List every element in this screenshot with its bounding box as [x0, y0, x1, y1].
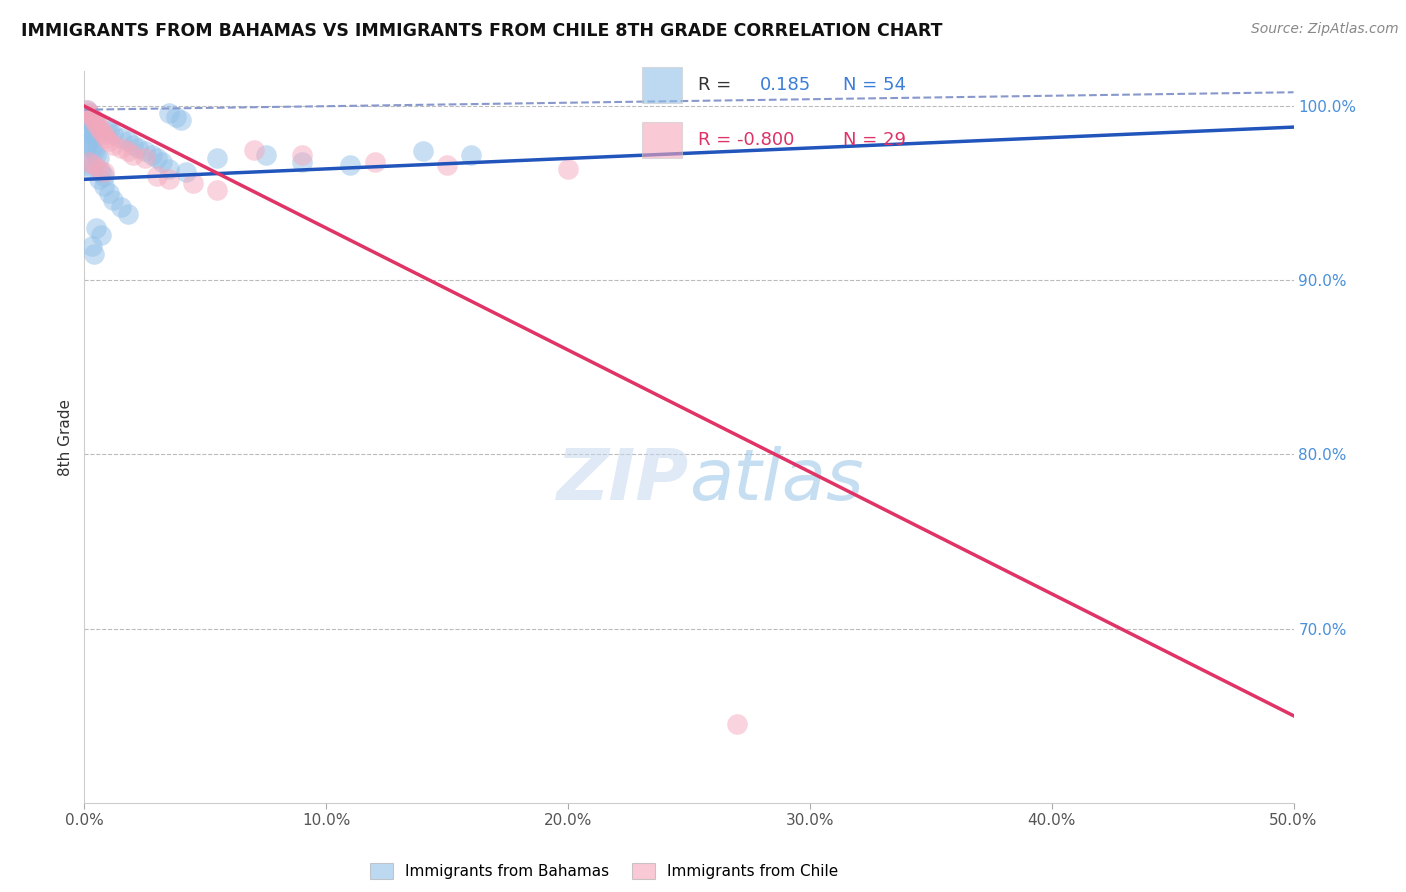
- Point: [80, 127, 103, 141]
- Point: [76, 137, 98, 152]
- Point: [76, 103, 98, 117]
- Point: [165, 110, 187, 124]
- Point: [117, 207, 139, 221]
- Point: [291, 155, 314, 169]
- Y-axis label: 8th Grade: 8th Grade: [58, 399, 73, 475]
- Point: [77, 155, 100, 169]
- Point: [170, 113, 193, 128]
- Point: [157, 172, 180, 186]
- Point: [110, 130, 132, 145]
- Point: [103, 127, 125, 141]
- Point: [110, 200, 132, 214]
- Point: [97, 186, 120, 201]
- FancyBboxPatch shape: [643, 68, 682, 103]
- Point: [436, 158, 458, 172]
- Text: atlas: atlas: [689, 447, 863, 516]
- Point: [80, 161, 103, 176]
- Point: [83, 145, 105, 159]
- Point: [90, 123, 112, 137]
- Point: [121, 137, 143, 152]
- Point: [254, 148, 277, 162]
- Point: [80, 141, 103, 155]
- Point: [242, 143, 264, 157]
- Point: [86, 148, 108, 162]
- Text: IMMIGRANTS FROM BAHAMAS VS IMMIGRANTS FROM CHILE 8TH GRADE CORRELATION CHART: IMMIGRANTS FROM BAHAMAS VS IMMIGRANTS FR…: [21, 22, 942, 40]
- Text: R =: R =: [697, 76, 731, 94]
- Point: [77, 134, 100, 148]
- Text: ZIP: ZIP: [557, 447, 689, 516]
- Point: [87, 120, 110, 134]
- Legend: Immigrants from Bahamas, Immigrants from Chile: Immigrants from Bahamas, Immigrants from…: [370, 863, 838, 880]
- Point: [117, 145, 139, 159]
- Point: [83, 158, 105, 172]
- Point: [80, 117, 103, 131]
- Point: [146, 169, 169, 183]
- Point: [80, 238, 103, 252]
- Point: [77, 106, 100, 120]
- Point: [110, 141, 132, 155]
- Point: [76, 158, 98, 172]
- Point: [93, 127, 115, 141]
- Point: [77, 113, 100, 128]
- Point: [87, 152, 110, 166]
- Point: [291, 148, 314, 162]
- Point: [90, 228, 112, 243]
- Text: Source: ZipAtlas.com: Source: ZipAtlas.com: [1251, 22, 1399, 37]
- Point: [117, 134, 139, 148]
- Point: [141, 148, 163, 162]
- Point: [90, 165, 112, 179]
- Point: [460, 148, 482, 162]
- Point: [77, 155, 100, 169]
- Point: [77, 123, 100, 137]
- Point: [339, 158, 361, 172]
- Text: N = 29: N = 29: [844, 131, 905, 150]
- Point: [83, 113, 105, 128]
- Point: [76, 120, 98, 134]
- Point: [86, 221, 108, 235]
- Point: [127, 141, 149, 155]
- Point: [557, 161, 579, 176]
- Point: [76, 103, 98, 117]
- Point: [93, 179, 115, 194]
- Point: [181, 176, 204, 190]
- Text: 0.185: 0.185: [759, 76, 811, 94]
- Point: [174, 165, 197, 179]
- Point: [134, 152, 156, 166]
- Point: [157, 161, 180, 176]
- Point: [77, 106, 100, 120]
- Point: [94, 130, 117, 145]
- Point: [207, 152, 229, 166]
- Point: [94, 120, 117, 134]
- Point: [93, 165, 115, 179]
- Point: [87, 172, 110, 186]
- Point: [207, 183, 229, 197]
- Point: [150, 155, 173, 169]
- Point: [103, 137, 125, 152]
- Point: [157, 106, 180, 120]
- Point: [725, 717, 748, 731]
- Point: [93, 169, 115, 183]
- Point: [363, 155, 385, 169]
- Point: [83, 117, 105, 131]
- Point: [103, 193, 125, 207]
- Point: [121, 148, 143, 162]
- Point: [80, 110, 103, 124]
- Point: [412, 145, 434, 159]
- Point: [97, 134, 120, 148]
- Text: N = 54: N = 54: [844, 76, 905, 94]
- Point: [146, 152, 169, 166]
- Point: [97, 123, 120, 137]
- Point: [86, 117, 108, 131]
- Point: [87, 161, 110, 176]
- Point: [134, 145, 156, 159]
- Text: R = -0.800: R = -0.800: [697, 131, 794, 150]
- Point: [83, 247, 105, 261]
- Point: [76, 110, 98, 124]
- Point: [83, 130, 105, 145]
- FancyBboxPatch shape: [643, 122, 682, 158]
